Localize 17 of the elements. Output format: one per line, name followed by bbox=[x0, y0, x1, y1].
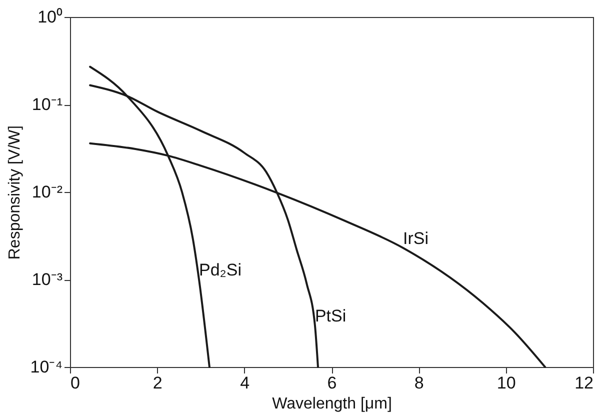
x-tick-label: 10 bbox=[496, 374, 516, 392]
x-axis-title: Wavelength [μm] bbox=[272, 396, 392, 412]
y-tick-label: 10⁻² bbox=[32, 182, 63, 202]
x-tick-label: 8 bbox=[414, 374, 424, 392]
x-tick-label: 6 bbox=[327, 374, 337, 392]
x-tick-label: 4 bbox=[240, 374, 250, 392]
y-tick-label: 10⁻⁴ bbox=[30, 358, 62, 376]
series-label: Pd₂Si bbox=[199, 260, 242, 280]
y-axis-title: Responsivity [V/W] bbox=[6, 125, 24, 260]
x-tick-label: 12 bbox=[574, 374, 594, 392]
series-label: IrSi bbox=[402, 228, 428, 248]
y-tick-label: 10⁻¹ bbox=[32, 95, 63, 114]
x-tick-label: 2 bbox=[152, 374, 162, 392]
x-tick-label: 0 bbox=[70, 374, 80, 392]
y-tick-label: 10⁻³ bbox=[32, 270, 63, 289]
series-label: PtSi bbox=[314, 306, 346, 326]
y-tick-label: 10⁰ bbox=[38, 8, 62, 26]
